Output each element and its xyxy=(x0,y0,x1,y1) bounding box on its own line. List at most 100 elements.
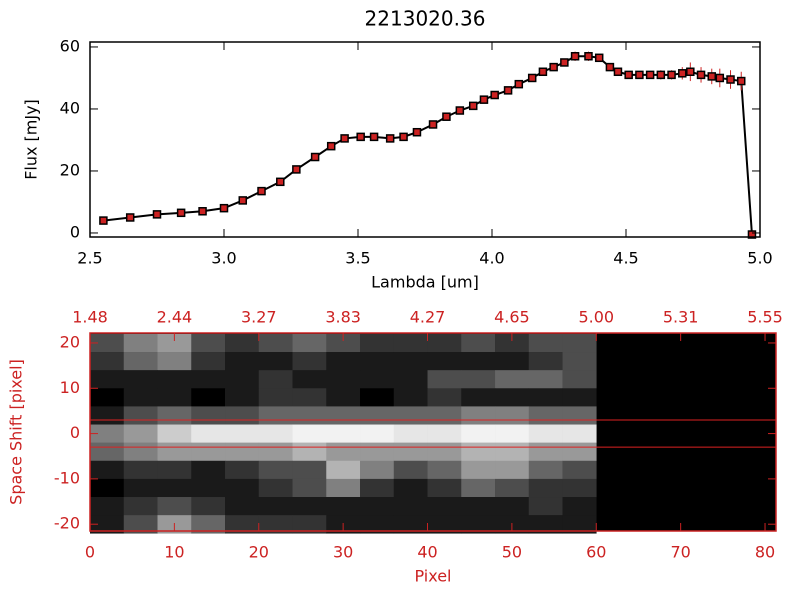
image-cell xyxy=(225,406,260,425)
image-cell xyxy=(427,515,462,534)
chart-title: 2213020.36 xyxy=(365,7,486,31)
image-cell xyxy=(360,478,395,498)
image-cell xyxy=(495,370,530,389)
data-point xyxy=(656,70,666,80)
data-point xyxy=(678,69,687,78)
data-point xyxy=(238,196,248,205)
x-tick-label: 70 xyxy=(670,543,690,562)
image-cell xyxy=(393,370,428,389)
x2-tick-label: 5.55 xyxy=(747,308,783,327)
plot-frame xyxy=(89,332,777,532)
image-cell xyxy=(225,460,260,480)
image-cell xyxy=(90,497,125,516)
image-cell xyxy=(461,406,496,425)
image-cell xyxy=(90,370,125,389)
image-cell xyxy=(191,370,226,389)
image-cell xyxy=(495,388,530,407)
image-cell xyxy=(326,406,361,425)
image-cell xyxy=(225,424,260,443)
image-cell xyxy=(461,333,496,353)
image-cell xyxy=(326,478,361,498)
image-cell xyxy=(292,497,327,516)
image-cell xyxy=(360,352,395,371)
image-cell xyxy=(528,333,563,353)
data-point xyxy=(594,53,604,63)
image-cell xyxy=(191,406,226,425)
image-cell xyxy=(393,333,428,353)
data-point xyxy=(503,86,513,95)
data-point xyxy=(747,230,757,239)
image-cell xyxy=(326,442,361,462)
image-cell xyxy=(393,515,428,534)
image-cell xyxy=(326,460,361,480)
data-point xyxy=(707,72,717,81)
image-cell xyxy=(393,424,428,443)
x2-tick-label: 1.48 xyxy=(72,308,108,327)
image-cell xyxy=(427,406,462,425)
x-tick-label: 40 xyxy=(417,543,437,562)
x2-tick-label: 4.65 xyxy=(494,308,530,327)
image-cell xyxy=(191,497,226,516)
image-cell xyxy=(528,515,563,534)
x-tick-label: 3.0 xyxy=(211,249,236,268)
image-cell xyxy=(326,497,361,516)
image-cell xyxy=(225,333,260,353)
image-cell xyxy=(258,515,293,534)
data-point xyxy=(549,62,558,72)
x-tick-label: 50 xyxy=(502,543,522,562)
image-cell xyxy=(528,460,563,480)
data-point xyxy=(399,132,408,142)
image-cell xyxy=(157,333,192,353)
image-cell xyxy=(123,406,158,425)
image-cell xyxy=(427,370,462,389)
image-cell xyxy=(90,352,125,371)
y-tick-label: 20 xyxy=(60,332,80,351)
image-cell xyxy=(461,497,496,516)
image-cell xyxy=(393,460,428,480)
image-cell xyxy=(225,352,260,371)
y-tick-label: -20 xyxy=(54,514,80,533)
x2-tick-label: 3.83 xyxy=(325,308,361,327)
image-cell xyxy=(225,442,260,462)
image-cell xyxy=(393,478,428,498)
image-cell xyxy=(393,388,428,407)
data-point xyxy=(635,70,644,80)
image-cell xyxy=(461,442,496,462)
image-cell xyxy=(427,424,462,443)
image-cell xyxy=(495,478,530,498)
image-cell xyxy=(461,370,496,389)
data-point xyxy=(479,95,489,104)
image-cell xyxy=(123,442,158,462)
image-cell xyxy=(157,442,192,462)
x-tick-label: 60 xyxy=(586,543,606,562)
image-cell xyxy=(360,406,395,425)
data-point xyxy=(584,52,593,61)
image-cell xyxy=(427,333,462,353)
y-tick-label: -10 xyxy=(54,468,80,487)
x-tick-label: 2.5 xyxy=(77,249,102,268)
y-tick-label: 0 xyxy=(70,423,80,442)
image-cell xyxy=(393,406,428,425)
image-cell xyxy=(157,478,192,498)
image-cell xyxy=(191,388,226,407)
x-axis-label: Pixel xyxy=(414,567,451,586)
image-cell xyxy=(225,497,260,516)
image-cell xyxy=(495,497,530,516)
image-cell xyxy=(461,460,496,480)
image-cell xyxy=(191,333,226,353)
image-cell xyxy=(562,406,597,425)
image-cell xyxy=(157,424,192,443)
image-cell xyxy=(292,406,327,425)
data-point xyxy=(276,177,285,187)
data-point xyxy=(570,52,580,61)
data-point xyxy=(468,101,478,111)
image-cell xyxy=(157,370,192,389)
data-point xyxy=(176,208,186,218)
image-cell xyxy=(495,424,530,443)
image-cell xyxy=(258,497,293,516)
image-cell xyxy=(225,388,260,407)
image-cell xyxy=(495,406,530,425)
x-tick-label: 20 xyxy=(249,543,269,562)
data-point xyxy=(696,70,706,80)
